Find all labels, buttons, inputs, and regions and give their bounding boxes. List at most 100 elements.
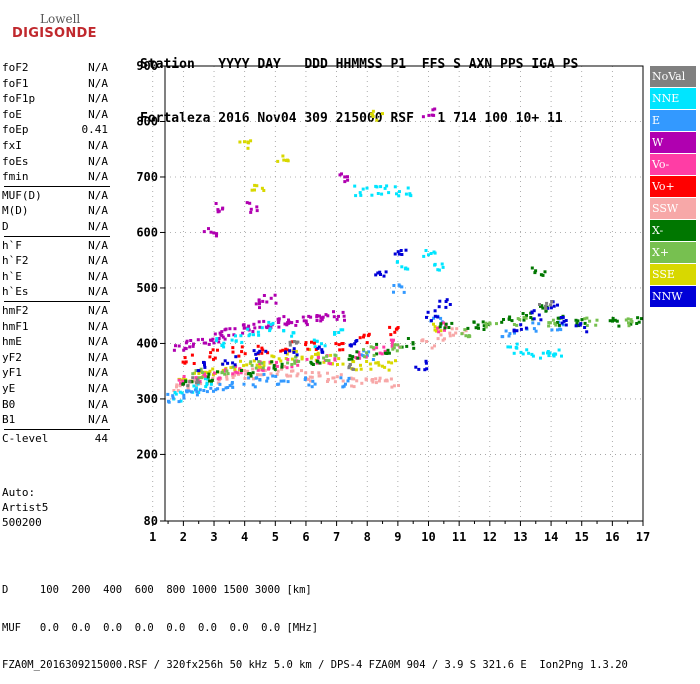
echo-point-nne (257, 333, 261, 337)
echo-point-sse (380, 364, 384, 368)
echo-point-nnw (284, 350, 287, 354)
param-name: foF1p (2, 92, 36, 106)
echo-point-ssw (263, 368, 267, 372)
auto-version: 500200 (2, 516, 42, 529)
echo-point-w (201, 337, 204, 341)
echo-point-nnw (264, 349, 268, 353)
echo-point-nne (178, 390, 182, 394)
echo-point-nne (315, 339, 318, 343)
echo-point-ssw (317, 371, 321, 375)
param-row: hmE N/A (2, 334, 110, 350)
echo-point-w (213, 332, 217, 336)
echo-point-w (191, 344, 195, 348)
echo-point-vo- (267, 367, 270, 371)
param-name: h`E (2, 269, 22, 283)
echo-point-w (295, 320, 299, 323)
echo-point-noval (550, 300, 554, 304)
echo-point-sse (354, 368, 358, 372)
param-name: h`Es (2, 285, 29, 299)
echo-point-nnw (585, 330, 589, 334)
echo-point-nnw (254, 352, 258, 356)
param-value: N/A (88, 304, 108, 317)
echo-point-ssw (225, 375, 229, 379)
echo-point-e (342, 384, 346, 388)
echo-point-w (283, 322, 287, 326)
echo-point-ssw (256, 373, 259, 377)
echo-point-x- (315, 359, 319, 363)
echo-point-x- (521, 312, 525, 315)
param-row: h`Es N/A (2, 284, 110, 300)
echo-point-e (230, 382, 234, 386)
param-value: N/A (88, 220, 108, 233)
echo-point-sse (233, 368, 237, 371)
echo-point-nnw (404, 248, 408, 252)
echo-point-e (228, 384, 232, 388)
echo-point-noval (352, 367, 356, 371)
echo-point-sse (272, 355, 276, 359)
echo-point-x- (617, 324, 621, 328)
echo-point-sse (337, 357, 341, 361)
echo-point-w (332, 310, 335, 314)
echo-point-vo- (366, 334, 370, 338)
echo-point-w (304, 321, 308, 325)
echo-point-vo- (290, 365, 294, 369)
echo-point-x- (595, 318, 599, 322)
echo-point-w (245, 201, 249, 205)
echo-point-sse (270, 354, 274, 358)
param-separator (4, 301, 110, 302)
param-row: foF1p N/A (2, 91, 110, 107)
echo-point-ssw (364, 377, 368, 381)
echo-point-nnw (519, 323, 523, 327)
echo-point-x- (500, 320, 504, 324)
echo-point-x- (466, 326, 470, 330)
echo-point-vo- (442, 321, 445, 325)
echo-point-w (302, 319, 306, 323)
echo-point-w (258, 325, 262, 329)
echo-point-e (198, 388, 202, 392)
echo-point-sse (221, 368, 225, 372)
echo-point-w (217, 337, 221, 340)
header-line1: Station YYYY DAY DDD HHMMSS P1 FFS S AXN… (140, 57, 579, 72)
echo-point-e (247, 376, 251, 380)
echo-point-nnw (561, 315, 565, 319)
echo-point-x- (371, 346, 375, 350)
echo-point-nne (397, 194, 401, 198)
echo-point-x- (197, 376, 201, 380)
echo-point-ssw (309, 379, 312, 383)
echo-point-x- (635, 322, 639, 325)
echo-point-nne (260, 326, 264, 330)
param-name: M(D) (2, 204, 29, 218)
echo-point-ssw (355, 379, 359, 383)
echo-point-sse (387, 368, 391, 372)
echo-point-nne (354, 194, 358, 198)
echo-point-x- (223, 372, 227, 376)
echo-point-w (249, 210, 253, 214)
echo-point-sse (285, 352, 289, 356)
echo-point-vo- (378, 351, 382, 355)
echo-point-nnw (564, 319, 568, 322)
echo-point-x- (206, 375, 210, 379)
echo-point-e (359, 353, 363, 357)
echo-point-ssw (397, 384, 400, 387)
echo-point-ssw (231, 376, 235, 379)
echo-point-e (202, 389, 206, 392)
y-tick-label: 80 (144, 514, 158, 528)
echo-point-nne (246, 327, 250, 331)
echo-point-x- (588, 319, 592, 323)
echo-point-nne (353, 184, 357, 188)
echo-point-sse (276, 159, 280, 163)
echo-point-x- (547, 321, 551, 325)
echo-point-nne (440, 262, 444, 266)
echo-point-e (193, 388, 197, 392)
echo-point-nnw (444, 305, 448, 309)
echo-point-x- (231, 365, 235, 369)
param-row: MUF(D) N/A (2, 188, 110, 204)
echo-point-vo- (436, 326, 440, 330)
echo-point-nnw (252, 349, 256, 353)
echo-point-e (392, 284, 396, 287)
echo-point-vo- (364, 355, 368, 359)
echo-point-sse (248, 361, 252, 365)
logo-line2: DIGISONDE (12, 26, 97, 41)
echo-point-vo- (285, 366, 289, 370)
echo-point-nne (209, 382, 213, 386)
